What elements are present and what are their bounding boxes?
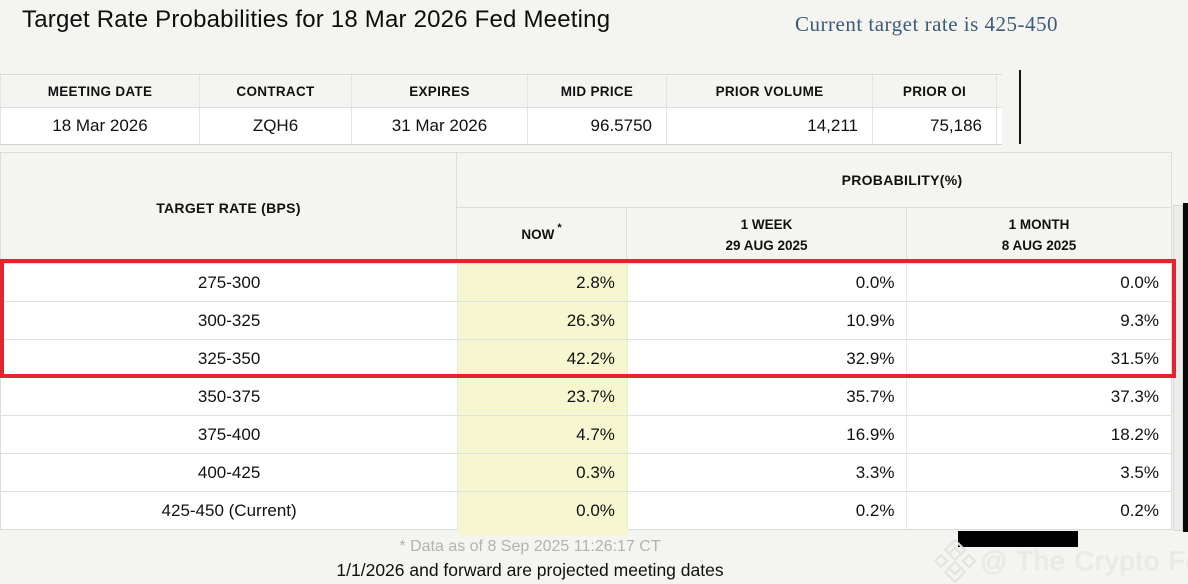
column-header-mid-price: MID PRICE: [527, 75, 667, 107]
month-probability-cell: 18.2%: [1110, 424, 1159, 444]
expires-value: 31 Mar 2026: [351, 108, 528, 144]
meeting-date-value: 18 Mar 2026: [0, 108, 200, 144]
column-header-1-week: 1 WEEK 29 AUG 2025: [627, 208, 907, 263]
table-row-350-375: 350-375 23.7% 35.7% 37.3%: [1, 377, 1171, 415]
month-probability-cell: 37.3%: [1110, 386, 1159, 406]
rate-cell: 350-375: [1, 378, 459, 415]
rate-cell: 300-325: [1, 302, 459, 339]
month-probability-cell: 0.0%: [1120, 272, 1159, 292]
table-row-325-350: 325-350 42.2% 32.9% 31.5%: [1, 339, 1171, 377]
prior-oi-value: 75,186: [872, 108, 997, 144]
contract-table-value-row: 18 Mar 2026 ZQH6 31 Mar 2026 96.5750 14,…: [0, 108, 1002, 144]
month-probability-cell: 9.3%: [1120, 310, 1159, 330]
contract-value: ZQH6: [199, 108, 352, 144]
table-row-425-450-current: 425-450 (Current) 0.0% 0.2% 0.2%: [1, 491, 1171, 529]
column-header-expires: EXPIRES: [351, 75, 528, 107]
watermark-text: @ The Crypto Feed: [980, 545, 1188, 576]
prior-volume-value: 14,211: [666, 108, 873, 144]
week-probability-cell: 0.0%: [628, 264, 908, 301]
footnote-asterisk: *: [557, 222, 562, 235]
rate-cell: 375-400: [1, 416, 459, 453]
scrollbar-track[interactable]: [1173, 205, 1183, 531]
rate-cell: 425-450 (Current): [1, 492, 459, 529]
projected-dates-footnote: 1/1/2026 and forward are projected meeti…: [336, 560, 724, 580]
now-probability-cell: 2.8%: [458, 264, 628, 301]
week-probability-cell: 0.2%: [628, 492, 908, 529]
now-column-overflow-strip: [458, 528, 628, 536]
column-header-meeting-date: MEETING DATE: [0, 75, 200, 107]
month-probability-cell: 31.5%: [1110, 348, 1159, 368]
redaction-box: [958, 531, 1078, 547]
table-row-400-425: 400-425 0.3% 3.3% 3.5%: [1, 453, 1171, 491]
week-probability-cell: 3.3%: [628, 454, 908, 491]
rate-cell: 400-425: [1, 454, 459, 491]
table-row-275-300: 275-300 2.8% 0.0% 0.0%: [1, 263, 1171, 301]
current-target-rate-note: Current target rate is 425-450: [795, 12, 1059, 36]
contract-summary-table: MEETING DATE CONTRACT EXPIRES MID PRICE …: [0, 74, 1002, 145]
now-probability-cell: 0.0%: [458, 492, 628, 529]
data-as-of-footnote: * Data as of 8 Sep 2025 11:26:17 CT: [399, 538, 661, 555]
now-probability-cell: 4.7%: [458, 416, 628, 453]
week-probability-cell: 16.9%: [628, 416, 908, 453]
column-header-now: NOW *: [457, 208, 627, 263]
month-probability-cell: 3.5%: [1120, 462, 1159, 482]
column-header-contract: CONTRACT: [199, 75, 352, 107]
page-title: Target Rate Probabilities for 18 Mar 202…: [22, 6, 611, 33]
rate-cell: 275-300: [1, 264, 459, 301]
contract-table-header-row: MEETING DATE CONTRACT EXPIRES MID PRICE …: [0, 75, 1002, 108]
rate-cell: 325-350: [1, 340, 459, 377]
week-probability-cell: 10.9%: [628, 302, 908, 339]
probability-group-header: PROBABILITY(%): [457, 153, 1171, 208]
now-probability-cell: 23.7%: [458, 378, 628, 415]
column-header-prior-volume: PRIOR VOLUME: [666, 75, 873, 107]
probability-table-header: TARGET RATE (BPS) PROBABILITY(%) NOW * 1 …: [1, 153, 1171, 263]
week-probability-cell: 35.7%: [628, 378, 908, 415]
table-row-300-325: 300-325 26.3% 10.9% 9.3%: [1, 301, 1171, 339]
week-probability-cell: 32.9%: [628, 340, 908, 377]
now-probability-cell: 26.3%: [458, 302, 628, 339]
now-probability-cell: 42.2%: [458, 340, 628, 377]
column-header-prior-oi: PRIOR OI: [872, 75, 997, 107]
diamond-logo-icon: [930, 538, 980, 584]
vertical-divider-tick: [1019, 70, 1021, 144]
watermark: @ The Crypto Feed: [930, 538, 1188, 584]
now-probability-cell: 0.3%: [458, 454, 628, 491]
scrollbar-thumb[interactable]: [1183, 203, 1188, 532]
table-row-375-400: 375-400 4.7% 16.9% 18.2%: [1, 415, 1171, 453]
target-rate-column-header: TARGET RATE (BPS): [1, 153, 457, 263]
month-probability-cell: 0.2%: [1120, 500, 1159, 520]
column-header-1-month: 1 MONTH 8 AUG 2025: [1001, 216, 1077, 253]
probability-table: TARGET RATE (BPS) PROBABILITY(%) NOW * 1 …: [0, 152, 1172, 530]
mid-price-value: 96.5750: [527, 108, 667, 144]
